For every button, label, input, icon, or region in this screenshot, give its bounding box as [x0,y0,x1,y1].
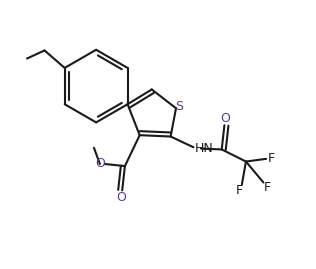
Text: HN: HN [195,142,214,155]
Text: O: O [220,112,230,125]
Text: O: O [95,157,105,170]
Text: F: F [264,181,271,194]
Text: F: F [236,184,243,197]
Text: S: S [175,100,183,113]
Text: O: O [116,191,126,204]
Text: F: F [267,151,275,165]
